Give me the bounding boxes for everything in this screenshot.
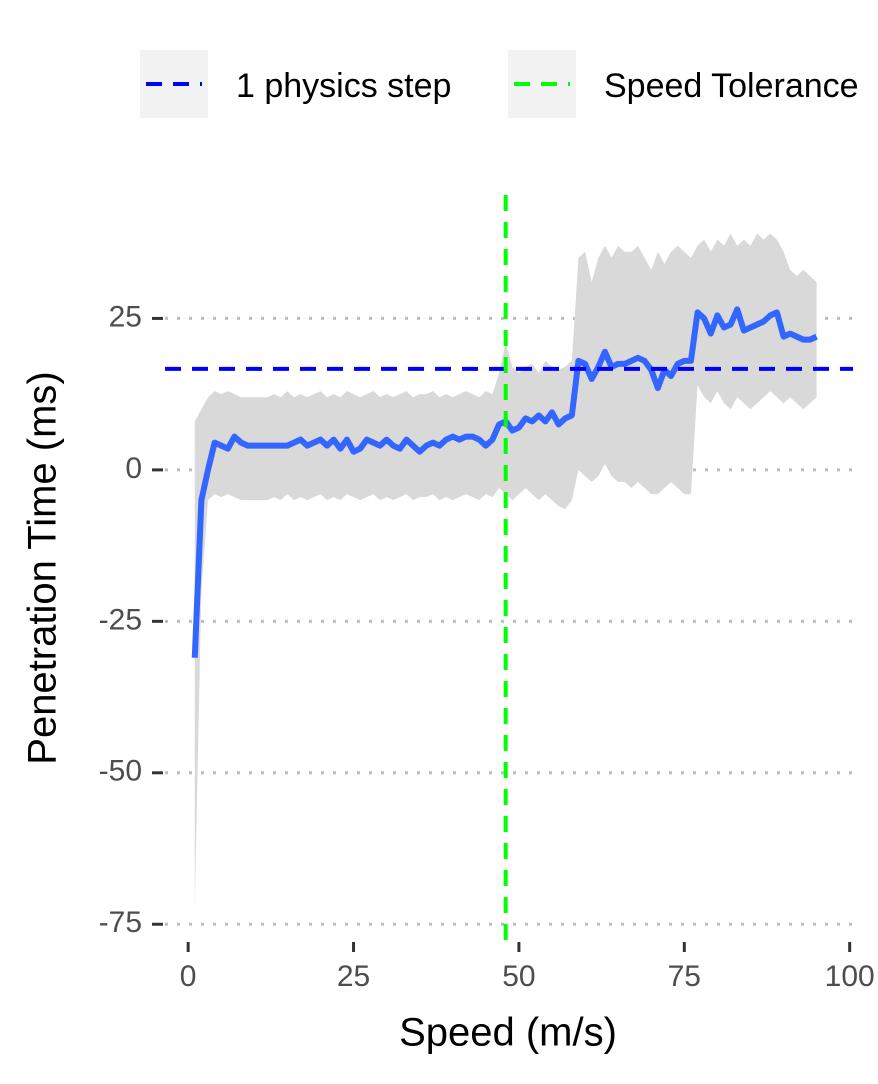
y-tick-label: 0 [125, 452, 142, 485]
x-tick-label: 0 [180, 960, 197, 993]
legend-label: Speed Tolerance [604, 67, 859, 105]
legend-label: 1 physics step [236, 67, 451, 105]
x-tick-label: 75 [668, 960, 701, 993]
x-tick-label: 100 [825, 960, 875, 993]
y-tick-label: -25 [99, 603, 142, 636]
y-axis-label: Penetration Time (ms) [21, 371, 65, 764]
y-tick-label: -50 [99, 755, 142, 788]
x-tick-label: 25 [337, 960, 370, 993]
confidence-band [194, 233, 817, 907]
x-tick-label: 50 [502, 960, 535, 993]
y-tick-label: -75 [99, 906, 142, 939]
y-tick-label: 25 [109, 300, 142, 333]
x-axis-label: Speed (m/s) [399, 1011, 617, 1055]
